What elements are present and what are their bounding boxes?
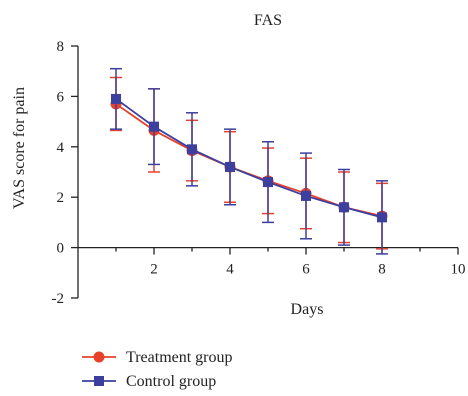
data-point <box>111 93 121 104</box>
x-tick-label: 2 <box>150 262 158 278</box>
legend-marker <box>93 351 105 363</box>
y-tick-label: 4 <box>57 140 65 156</box>
legend-marker <box>94 376 104 386</box>
series-line <box>115 103 383 217</box>
series-control <box>110 67 388 255</box>
y-tick-label: 0 <box>57 241 65 257</box>
y-tick-label: -2 <box>52 291 65 307</box>
x-tick-label: 8 <box>378 262 386 278</box>
y-tick-label: 6 <box>57 89 65 105</box>
x-tick-label: 4 <box>226 262 234 278</box>
y-axis-title: VAS score for pain <box>11 87 28 209</box>
axis-ticks: -2 0 2 4 6 8 2 4 6 8 10 <box>52 39 466 307</box>
series-treatment <box>110 76 388 250</box>
x-axis-title: Days <box>291 301 324 318</box>
data-point <box>149 121 159 132</box>
chart-title: FAS <box>254 12 282 29</box>
legend-label: Treatment group <box>126 349 233 366</box>
data-point <box>339 202 349 213</box>
y-tick-label: 2 <box>57 190 65 206</box>
series-layer <box>110 67 388 255</box>
data-point <box>377 212 387 223</box>
x-tick-label: 10 <box>451 262 466 278</box>
data-point <box>263 177 273 188</box>
legend-label: Control group <box>126 373 216 390</box>
series-line <box>115 98 383 219</box>
legend: Treatment group Control group <box>82 349 233 390</box>
y-tick-label: 8 <box>57 39 65 55</box>
data-point <box>225 161 235 172</box>
data-point <box>301 190 311 201</box>
data-point <box>187 144 197 155</box>
x-tick-label: 6 <box>302 262 310 278</box>
